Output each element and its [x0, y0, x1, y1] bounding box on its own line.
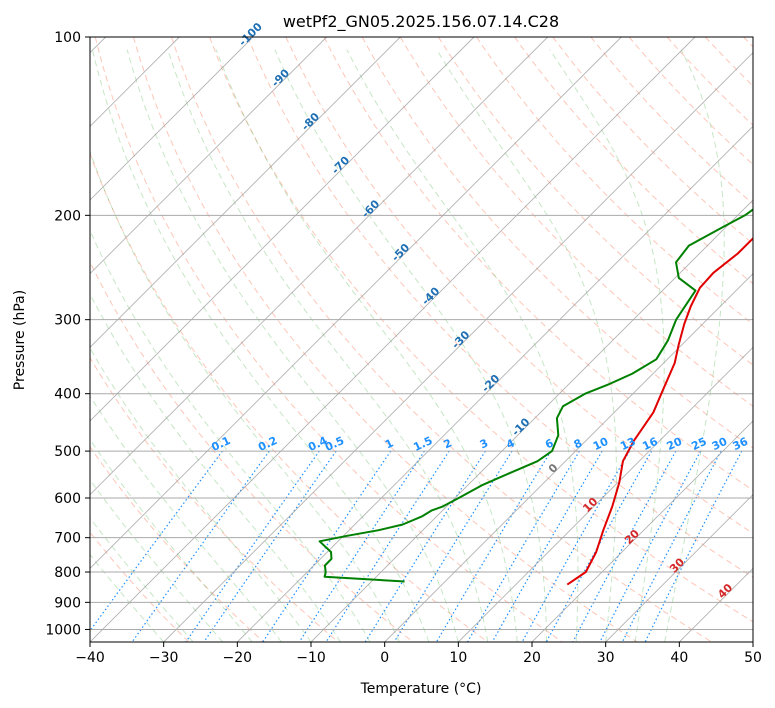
moist-adiabat-line: [90, 479, 223, 642]
dry-adiabat-line: [437, 37, 753, 366]
mixing-ratio-label: 16: [640, 435, 660, 453]
mixing-ratio-line: [203, 450, 337, 642]
y-tick-label: 600: [54, 491, 81, 507]
dry-adiabat-line: [285, 37, 753, 535]
isotherm-line: [310, 199, 753, 642]
dry-adiabat-line: [171, 37, 712, 642]
dewpoint-profile-line: [318, 208, 753, 583]
dry-adiabat-line: [94, 37, 563, 642]
isotherm-line: [90, 37, 548, 496]
mixing-ratio-line: [521, 450, 631, 642]
y-tick-label: 1000: [45, 622, 81, 638]
moist-adiabat-line: [90, 394, 282, 642]
moist-adiabat-line: [90, 293, 341, 642]
x-axis-label: Temperature (°C): [360, 681, 482, 697]
mixing-ratio-label: 20: [665, 435, 685, 453]
isotherm-line: [163, 52, 753, 642]
y-axis: 100 200 300 400 500 600 700 800 900 1000: [45, 30, 90, 638]
background-lines: [90, 37, 753, 642]
mixing-ratio-line: [599, 450, 702, 642]
moist-adiabat-line: [274, 49, 548, 642]
moist-adiabat-line: [90, 229, 371, 642]
moist-adiabat-line: [91, 49, 430, 642]
dry-adiabat-line: [552, 37, 753, 245]
plot-frame: [89, 36, 754, 643]
isotherm-line: [90, 37, 696, 642]
x-axis: −40 −30 −20 −10 0 10 20 30 40 50: [75, 642, 762, 666]
mixing-ratio-line: [491, 450, 603, 642]
isotherm-line: [90, 37, 401, 348]
y-tick-label: 500: [54, 444, 81, 460]
y-tick-label: 100: [54, 30, 81, 46]
isotherm-line: [90, 37, 327, 275]
isotherm-line: [605, 494, 753, 642]
y-tick-label: 800: [54, 565, 81, 581]
x-tick-label: 20: [523, 650, 541, 666]
dry-adiabat-line: [90, 446, 264, 642]
dry-adiabat-line: [323, 37, 753, 491]
moist-adiabat-line: [549, 49, 665, 642]
moist-adiabat-line: [90, 517, 194, 642]
y-axis-label: Pressure (hPa): [12, 290, 28, 390]
dry-adiabat-line: [399, 37, 753, 407]
mixing-ratio-label: 10: [591, 435, 611, 453]
y-tick-label: 700: [54, 531, 81, 547]
moist-adiabat-line: [215, 49, 518, 642]
mixing-ratio-label: 30: [710, 435, 730, 453]
isotherm-line: [90, 37, 475, 422]
dry-adiabat-line: [247, 37, 753, 578]
isotherm-line: [90, 37, 622, 569]
mixing-ratio-line: [644, 450, 743, 642]
moist-adiabat-line: [346, 49, 579, 642]
dry-adiabat-line: [590, 37, 753, 205]
dry-adiabat-line: [90, 356, 339, 642]
moist-adiabat-line: [664, 49, 725, 642]
mixing-ratio-line: [90, 450, 223, 632]
data-lines: [318, 208, 753, 586]
x-tick-label: 50: [744, 650, 762, 666]
moist-adiabat-line: [90, 438, 253, 642]
y-tick-label: 900: [54, 595, 81, 611]
y-tick-label: 400: [54, 387, 81, 403]
mixing-ratio-line: [572, 450, 677, 642]
mixing-ratio-line: [185, 450, 320, 642]
x-tick-label: −10: [296, 650, 326, 666]
isotherm-line: [384, 273, 753, 642]
x-tick-label: 10: [449, 650, 467, 666]
isotherm-line: [90, 37, 254, 201]
dry-adiabat-line: [132, 37, 638, 642]
x-tick-label: −30: [149, 650, 179, 666]
moist-adiabat-line: [436, 49, 617, 642]
x-tick-label: 0: [380, 650, 389, 666]
moist-adiabat-line: [90, 553, 165, 642]
x-tick-label: 40: [670, 650, 688, 666]
chart-title: wetPf2_GN05.2025.156.07.14.C28: [283, 12, 559, 32]
isotherm-line: [458, 346, 753, 642]
mixing-ratio-label: 25: [689, 435, 708, 453]
x-tick-label: 30: [597, 650, 615, 666]
mixing-ratio-line: [545, 450, 653, 642]
isotherm-line: [237, 125, 753, 642]
x-tick-label: −40: [75, 650, 105, 666]
moist-adiabat-line: [126, 49, 459, 642]
y-tick-label: 200: [54, 208, 81, 224]
dry-adiabat-line: [209, 37, 753, 623]
x-tick-label: −20: [223, 650, 253, 666]
isotherm-line: [531, 420, 753, 642]
mixing-ratio-label: 36: [731, 435, 751, 453]
moist-adiabat-line: [167, 49, 489, 642]
temperature-profile-line: [566, 236, 753, 586]
dry-adiabat-line: [90, 260, 414, 642]
y-tick-label: 300: [54, 313, 81, 329]
mixing-ratio-label: 13: [618, 435, 637, 453]
moist-adiabat-line: [90, 149, 400, 642]
mixing-ratio-line: [298, 450, 425, 642]
mixing-ratio-line: [262, 450, 392, 642]
mixing-ratio-line: [621, 450, 722, 642]
